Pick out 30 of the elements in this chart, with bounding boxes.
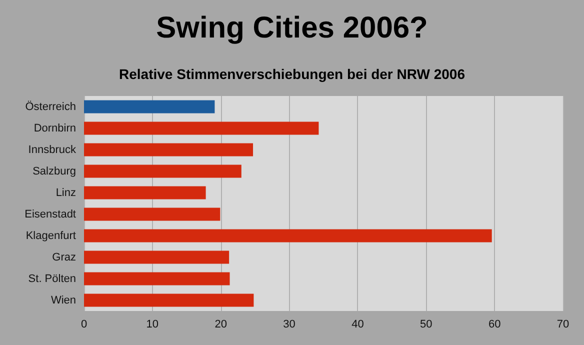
x-tick-label: 60 [488,318,501,330]
bar [84,143,254,156]
y-tick-label: Eisenstadt [24,208,76,220]
chart-title: Swing Cities 2006? [156,12,428,44]
bar [84,208,220,221]
bar [84,294,254,307]
y-tick-label: St. Pölten [28,272,76,285]
chart-subtitle: Relative Stimmenverschiebungen bei der NRW 2006 [119,66,466,82]
y-tick-label: Wien [50,294,76,306]
y-tick-label: Innsbruck [28,144,76,156]
y-tick-label: Dornbirn [34,122,76,134]
x-tick-label: 50 [420,318,432,330]
y-tick-label: Linz [56,186,76,199]
x-tick-label: 0 [80,318,88,330]
bar [84,272,230,286]
bar [84,250,230,264]
bar [84,122,319,135]
x-tick-label: 10 [146,318,159,330]
y-tick-label: Österreich [25,100,76,113]
x-tick-label: 30 [283,318,296,330]
y-tick-label: Salzburg [32,165,76,178]
x-tick-label: 70 [556,318,570,330]
x-tick-label: 40 [352,318,364,330]
bar [84,229,492,242]
y-tick-label: Graz [52,251,76,264]
y-tick-label: Klagenfurt [26,230,76,242]
bar [84,164,242,178]
x-tick-label: 20 [214,318,227,330]
bar [84,100,215,114]
bar [84,186,206,200]
